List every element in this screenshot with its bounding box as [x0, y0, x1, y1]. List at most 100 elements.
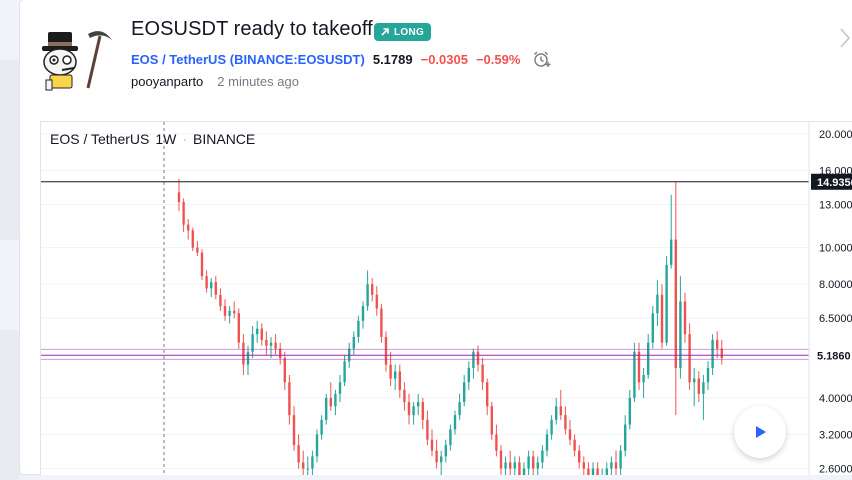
candle — [265, 331, 268, 355]
candle — [697, 371, 700, 403]
candle-body — [486, 382, 489, 407]
candle-body — [467, 367, 470, 383]
candle-body — [302, 462, 305, 469]
author-row: pooyanparto 2 minutes ago — [131, 74, 299, 89]
chevron-right-icon[interactable] — [838, 26, 852, 50]
price-tick-label: 6.5000 — [819, 313, 852, 325]
exchange-link[interactable]: BINANCE:EOSUSDT — [234, 51, 361, 67]
alert-clock-icon[interactable] — [532, 50, 552, 68]
candle-body — [702, 382, 705, 394]
candle — [228, 306, 231, 324]
candle — [237, 308, 240, 349]
candle-body — [398, 371, 401, 390]
candle — [260, 323, 263, 346]
candle-body — [490, 406, 493, 435]
publish-time: 2 minutes ago — [217, 74, 299, 89]
candle — [665, 255, 668, 346]
candle-body — [596, 468, 599, 475]
candle — [633, 342, 636, 403]
candle-body — [564, 415, 567, 430]
candle-body — [637, 351, 641, 383]
candle-body — [417, 402, 420, 407]
candle-body — [670, 239, 673, 265]
candle — [343, 354, 346, 387]
candle-body — [522, 468, 526, 475]
chart-interval: 1W — [155, 131, 177, 147]
candle-body — [269, 342, 273, 346]
candle — [187, 219, 190, 240]
candle — [366, 270, 369, 311]
author-name[interactable]: pooyanparto — [131, 74, 204, 89]
candle — [361, 301, 365, 329]
candle-body — [394, 371, 397, 379]
candle — [223, 299, 227, 321]
candle-body — [633, 351, 636, 398]
candle-body — [246, 351, 250, 365]
candle-body — [210, 282, 213, 289]
candle-body — [274, 342, 277, 349]
candle — [380, 303, 383, 343]
candle — [444, 439, 447, 463]
candle — [624, 415, 627, 457]
candle — [518, 456, 521, 475]
candle-body — [587, 468, 590, 475]
candle — [513, 456, 516, 475]
candle-body — [242, 342, 245, 365]
candle — [463, 374, 466, 407]
symbol-link[interactable]: EOS / TetherUS — [131, 51, 227, 67]
price-tick-label: 20.0000 — [819, 129, 852, 141]
candle-body — [380, 308, 383, 337]
candle — [601, 468, 603, 475]
price-tick-label: 8.0000 — [819, 279, 852, 291]
candle-body — [191, 230, 194, 248]
candle-body — [518, 462, 521, 475]
candle-body — [338, 382, 342, 394]
candle — [711, 334, 714, 375]
candle — [417, 393, 420, 416]
candle — [219, 288, 222, 311]
candle-body — [536, 462, 539, 469]
candle — [182, 198, 185, 232]
candle — [720, 339, 723, 365]
resistance-price-tag — [811, 173, 852, 190]
resistance-price-label: 14.9356 — [817, 177, 852, 189]
candle-body — [495, 434, 498, 451]
candle-body — [352, 336, 355, 349]
candle-body — [532, 456, 535, 469]
candle — [403, 382, 406, 411]
idea-title[interactable]: EOSUSDT ready to takeoff — [131, 18, 373, 40]
candle — [210, 278, 213, 297]
candle-body — [389, 364, 392, 379]
candle-body — [200, 252, 204, 277]
candle — [509, 450, 512, 475]
symbol-info-row: EOS / TetherUS (BINANCE:EOSUSDT) 5.1789 … — [131, 50, 552, 68]
candle — [472, 348, 475, 379]
candle-body — [223, 306, 227, 316]
candle-body — [582, 462, 585, 469]
candle-body — [315, 434, 319, 457]
current-price-tag — [811, 347, 852, 364]
candle — [242, 334, 245, 375]
play-button[interactable] — [734, 406, 786, 458]
last-price: 5.1789 — [372, 51, 413, 67]
badge-label: LONG — [394, 26, 425, 38]
chart-frame[interactable]: 20.000016.000013.000010.00008.00006.5000… — [40, 121, 852, 475]
candle-body — [476, 351, 480, 365]
candle — [421, 397, 424, 430]
candle — [375, 286, 378, 316]
candle-body — [440, 456, 443, 463]
candle-body — [334, 393, 337, 407]
play-icon — [756, 426, 766, 438]
candle — [371, 278, 374, 302]
candle-body — [325, 397, 328, 420]
candle-body — [683, 301, 687, 335]
candle-layer — [177, 178, 723, 475]
candlestick-chart[interactable]: 20.000016.000013.000010.00008.00006.5000… — [41, 122, 852, 475]
candle — [256, 320, 259, 343]
candle — [338, 374, 342, 403]
author-avatar[interactable] — [38, 18, 112, 92]
candle — [670, 194, 673, 269]
candle — [476, 345, 480, 372]
candle-body — [509, 462, 512, 469]
candle-body — [527, 456, 530, 469]
